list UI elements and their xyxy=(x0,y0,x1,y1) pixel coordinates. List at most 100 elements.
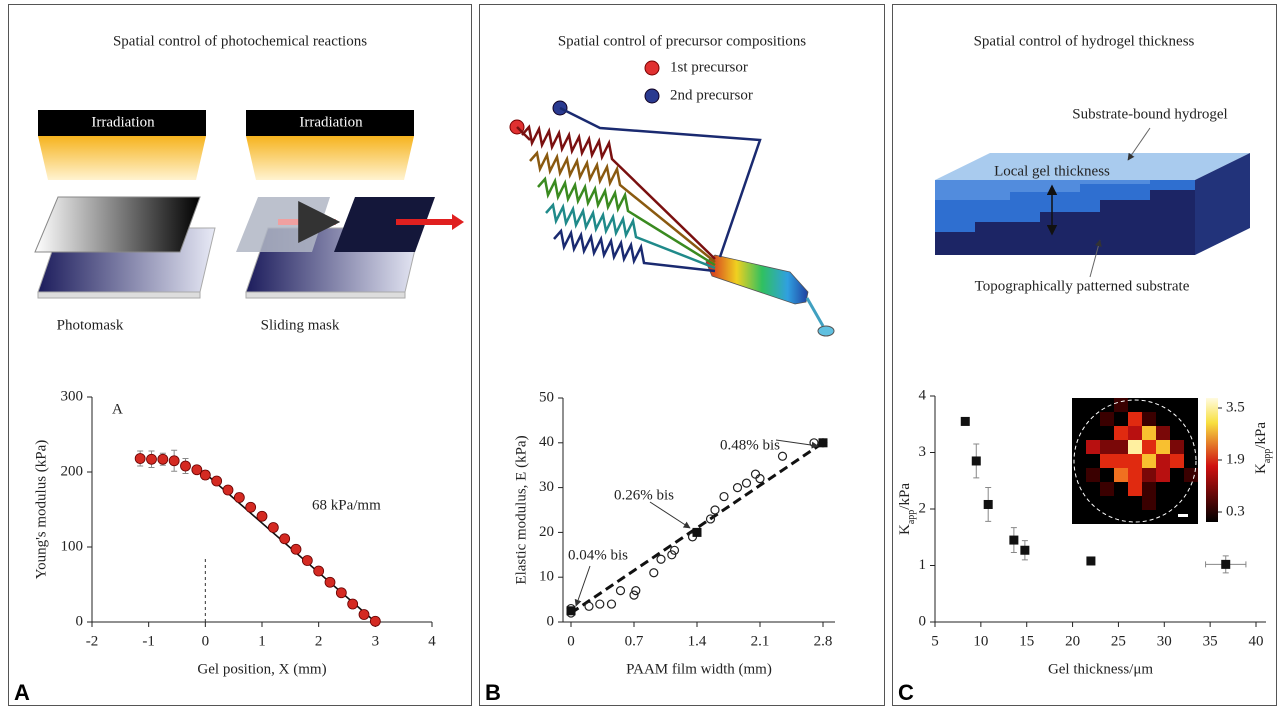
heatmap-cell xyxy=(1114,440,1128,454)
diagram-label: Substrate-bound hydrogel xyxy=(1072,106,1227,122)
heatmap-cell xyxy=(1184,468,1198,482)
heatmap-cell xyxy=(1170,482,1184,496)
legend-label: 1st precursor xyxy=(670,59,748,75)
x-tick-label: 4 xyxy=(428,633,436,649)
x-tick-label: 15 xyxy=(1019,633,1034,649)
heatmap-cell xyxy=(1184,454,1198,468)
heatmap-cell xyxy=(1156,496,1170,510)
heatmap-cell xyxy=(1072,440,1086,454)
y-tick-label: 2 xyxy=(919,500,927,516)
heatmap-cell xyxy=(1184,482,1198,496)
heatmap-cell xyxy=(1100,440,1114,454)
data-point xyxy=(1009,535,1019,545)
x-tick-label: 10 xyxy=(973,633,988,649)
heatmap-cell xyxy=(1184,426,1198,440)
heatmap-cell xyxy=(1170,440,1184,454)
colorbar-tick-label: 0.3 xyxy=(1226,503,1245,519)
annotation-arrow xyxy=(775,439,819,449)
heatmap-cell xyxy=(1072,398,1086,412)
y-tick-label: 100 xyxy=(61,538,84,554)
heatmap-cell xyxy=(1072,496,1086,510)
heatmap-cell xyxy=(1142,482,1156,496)
y-tick-label: 20 xyxy=(539,524,554,540)
data-point xyxy=(290,543,302,555)
heatmap-cell xyxy=(1142,426,1156,440)
colorbar xyxy=(1206,398,1218,522)
channel xyxy=(537,176,716,267)
heatmap-cell xyxy=(1100,496,1114,510)
heatmap-cell xyxy=(1184,510,1198,524)
data-point xyxy=(358,609,370,620)
y-tick-label: 0 xyxy=(547,613,555,629)
x-tick-label: 0 xyxy=(567,633,575,649)
data-point xyxy=(191,464,203,476)
heatmap-cell xyxy=(1086,510,1100,524)
inset-heatmap xyxy=(1072,398,1198,524)
y-tick-label: 4 xyxy=(919,387,927,403)
heatmap-cell xyxy=(1128,482,1142,496)
data-point xyxy=(369,615,381,627)
heatmap-cell xyxy=(1184,412,1198,426)
data-point xyxy=(222,484,234,496)
axis-label-part: /kPa xyxy=(897,483,913,510)
data-point xyxy=(347,598,359,610)
data-point xyxy=(777,451,788,461)
y-tick-label: 50 xyxy=(539,389,554,405)
heatmap-cell xyxy=(1086,482,1100,496)
heatmap-cell xyxy=(1128,510,1142,524)
heatmap-cell xyxy=(1170,426,1184,440)
heatmap-cell xyxy=(1086,440,1100,454)
axis-label: Elastic modulus, E (kPa) xyxy=(513,435,529,584)
annotation: 0.04% bis xyxy=(568,547,628,563)
data-point xyxy=(1086,556,1096,566)
heatmap-cell xyxy=(1100,454,1114,468)
axis-label-part: app xyxy=(906,510,917,524)
annotation: 68 kPa/mm xyxy=(312,497,381,513)
diagram-b xyxy=(509,60,835,337)
axis-label: Young's modulus (kPa) xyxy=(33,440,49,580)
data-point xyxy=(710,505,720,515)
scale-bar xyxy=(1178,514,1188,517)
heatmap-cell xyxy=(1170,510,1184,524)
heatmap-cell xyxy=(1086,468,1100,482)
data-point xyxy=(732,483,743,493)
data-point xyxy=(631,586,641,596)
data-point xyxy=(629,590,639,600)
annotation: A xyxy=(112,401,123,417)
x-tick-label: 2 xyxy=(315,633,323,649)
heatmap-cell xyxy=(1072,468,1086,482)
x-tick-label: 1 xyxy=(258,633,266,649)
x-tick-label: 3 xyxy=(372,633,380,649)
colorbar-tick-label: 1.9 xyxy=(1226,451,1245,467)
heatmap-cell xyxy=(1114,454,1128,468)
axis-label: Kapp/kPa xyxy=(897,483,916,535)
x-tick-label: 30 xyxy=(1157,633,1172,649)
data-point xyxy=(313,565,325,577)
heatmap-cell xyxy=(1114,398,1128,412)
x-tick-label: 5 xyxy=(931,633,939,649)
data-point xyxy=(256,510,268,522)
annotation-arrow xyxy=(649,501,691,529)
data-point xyxy=(669,545,680,555)
panel-letter: B xyxy=(485,680,501,705)
y-tick-label: 30 xyxy=(539,479,554,495)
y-tick-label: 1 xyxy=(919,557,927,573)
heatmap-cell xyxy=(1156,510,1170,524)
data-point xyxy=(245,501,257,513)
panel-frames xyxy=(8,4,1277,706)
heatmap-cell xyxy=(1128,496,1142,510)
heatmap-cell xyxy=(1142,440,1156,454)
x-tick-label: 2.8 xyxy=(814,633,833,649)
channel xyxy=(521,124,716,260)
heatmap-cell xyxy=(1100,482,1114,496)
heatmap-cell xyxy=(1156,482,1170,496)
annotation-arrow xyxy=(574,565,591,607)
colorbar-tick-label: 3.5 xyxy=(1226,399,1245,415)
x-tick-label: 0 xyxy=(202,633,210,649)
data-point xyxy=(719,491,729,502)
data-point xyxy=(301,555,313,566)
data-point xyxy=(584,601,594,611)
heatmap-cell xyxy=(1086,426,1100,440)
heatmap-cell xyxy=(1142,412,1156,426)
data-point xyxy=(818,438,828,448)
